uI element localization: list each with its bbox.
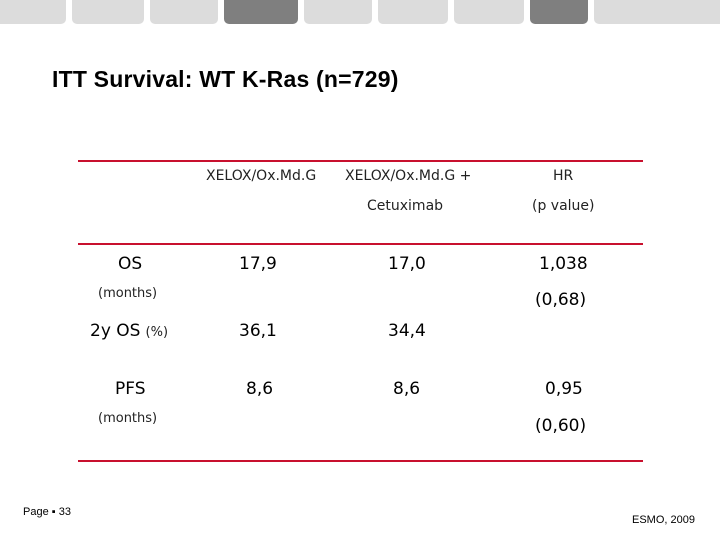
source-citation: ESMO, 2009: [632, 514, 695, 526]
pfs-hr-value: 0,95: [545, 379, 583, 399]
row-label-os: OS: [118, 254, 143, 274]
top-tab: [530, 0, 588, 24]
top-tab: [454, 0, 524, 24]
top-tab: [224, 0, 298, 24]
row-sublabel-pfs-months: (months): [98, 411, 158, 426]
row-label-2y-os-unit: (%): [145, 325, 169, 340]
row-label-2y-os-text: 2y OS: [90, 321, 141, 341]
top-tab: [0, 0, 66, 24]
os-hr-value: 1,038: [539, 254, 588, 274]
pfs-cetuximab-value: 8,6: [393, 379, 421, 399]
slide-title: ITT Survival: WT K-Ras (n=729): [52, 66, 399, 92]
os-p-value: (0,68): [535, 290, 587, 310]
table-bottom-rule: [78, 460, 643, 462]
header-xelox: XELOX/Ox.Md.G: [206, 168, 317, 184]
header-hr: HR: [553, 168, 574, 184]
row-label-2y-os: 2y OS (%): [90, 321, 168, 341]
row-label-pfs: PFS: [115, 379, 146, 399]
header-p-value: (p value): [532, 198, 595, 214]
top-tab: [378, 0, 448, 24]
top-tab: [150, 0, 218, 24]
os-cetuximab-value: 17,0: [388, 254, 426, 274]
page-number: Page ▪ 33: [23, 506, 71, 518]
header-xelox-cetuximab-line2: Cetuximab: [367, 198, 444, 214]
pfs-p-value: (0,60): [535, 416, 587, 436]
top-tab: [72, 0, 144, 24]
header-bottom-rule: [78, 243, 643, 245]
row-sublabel-os-months: (months): [98, 286, 158, 301]
os-xelox-value: 17,9: [239, 254, 277, 274]
os2y-cetuximab-value: 34,4: [388, 321, 426, 341]
top-tab: [594, 0, 720, 24]
table-top-rule: [78, 160, 643, 162]
pfs-xelox-value: 8,6: [246, 379, 274, 399]
header-xelox-cetuximab-line1: XELOX/Ox.Md.G +: [345, 168, 472, 184]
os2y-xelox-value: 36,1: [239, 321, 277, 341]
top-tab: [304, 0, 372, 24]
